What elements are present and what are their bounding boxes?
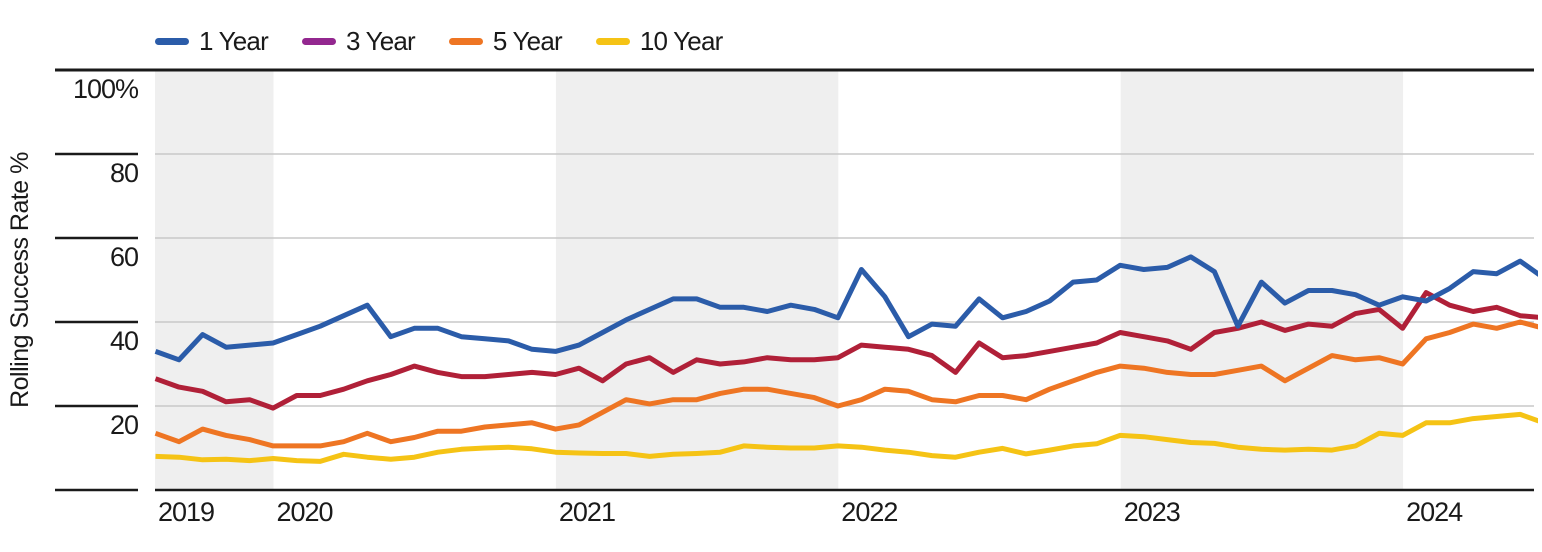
legend-label-3-year: 3 Year	[345, 26, 416, 56]
x-tick-label-2019: 2019	[158, 497, 214, 527]
x-tick-label-2020: 2020	[277, 497, 333, 527]
y-tick-label: 80	[110, 158, 138, 188]
series-line-5-year	[154, 319, 1538, 449]
series-line-10-year	[155, 411, 1538, 464]
y-tick-label: 20	[110, 410, 138, 440]
y-tick-label: 60	[110, 242, 138, 272]
year-band-2019	[155, 70, 274, 490]
series-line-1-year	[154, 254, 1538, 363]
y-tick-label: 100%	[73, 74, 139, 104]
legend-item-10-year: 10 Year	[595, 26, 723, 56]
legend-item-3-year: 3 Year	[301, 26, 416, 56]
legend-label-10-year: 10 Year	[639, 26, 723, 56]
x-tick-label-2021: 2021	[559, 497, 615, 527]
legend-item-5-year: 5 Year	[448, 26, 563, 56]
x-tick-label-2022: 2022	[841, 497, 897, 527]
x-tick-label-2024: 2024	[1406, 497, 1463, 527]
legend-swatch-5-year	[448, 37, 483, 45]
legend-swatch-1-year	[155, 37, 189, 45]
legend-label-1-year: 1 Year	[199, 26, 269, 56]
legend-swatch-10-year	[595, 37, 630, 45]
chart-legend: 1 Year 3 Year 5 Year 10 Year	[155, 25, 756, 57]
legend-swatch-3-year	[301, 37, 336, 45]
legend-item-1-year: 1 Year	[155, 26, 269, 56]
year-band-2021	[555, 70, 839, 490]
legend-label-5-year: 5 Year	[492, 26, 563, 56]
x-tick-label-2023: 2023	[1124, 497, 1180, 527]
series-line-3-year	[154, 290, 1538, 411]
y-tick-label: 40	[110, 326, 138, 356]
